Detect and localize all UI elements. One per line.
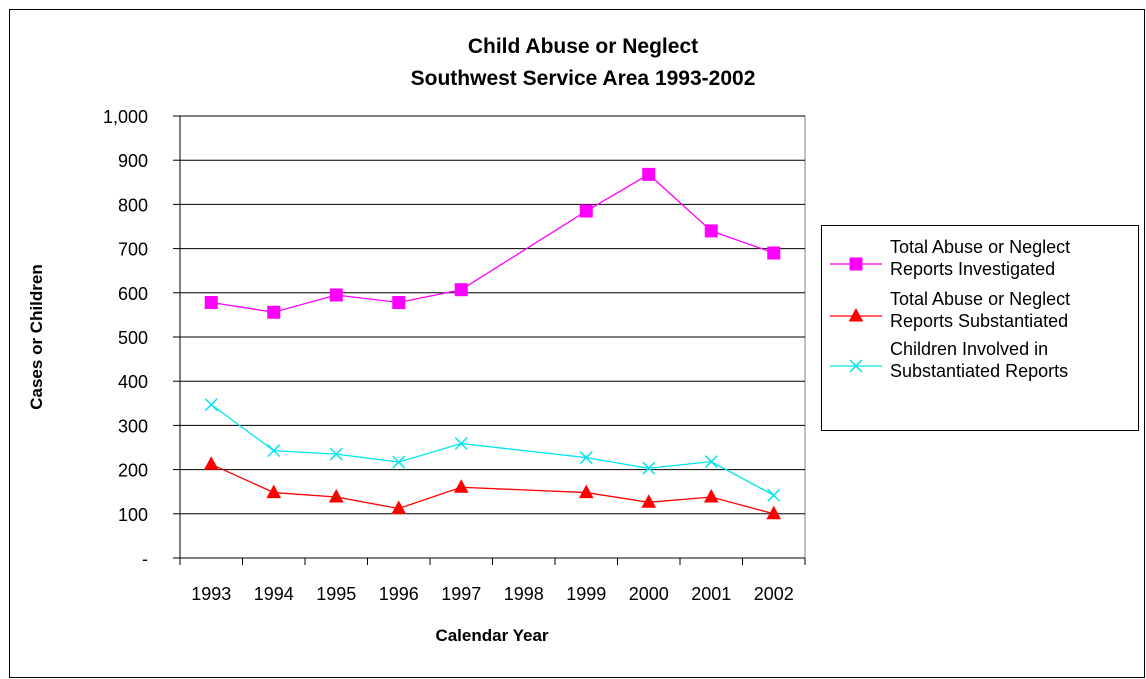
data-point [203, 456, 219, 470]
series-1 [204, 167, 781, 319]
legend-label: Substantiated Reports [890, 361, 1068, 381]
x-axis-title: Calendar Year [435, 626, 548, 645]
x-tick-label: 1995 [316, 584, 356, 604]
data-point [392, 455, 406, 469]
legend-box [821, 225, 1139, 431]
x-tick-label: 1996 [379, 584, 419, 604]
data-point [204, 296, 218, 310]
y-tick-label: 1,000 [103, 107, 148, 127]
legend-marker [849, 257, 863, 271]
legend-marker [849, 359, 863, 373]
legend-label: Total Abuse or Neglect [890, 289, 1070, 309]
data-point [579, 451, 593, 465]
legend-marker [848, 307, 864, 322]
x-tick-label: 1994 [254, 584, 294, 604]
data-point [766, 505, 782, 520]
data-point [328, 488, 344, 503]
y-tick-label: 400 [118, 372, 148, 392]
x-tick-label: 1998 [504, 584, 544, 604]
y-axis-title: Cases or Children [27, 264, 46, 410]
data-point [204, 398, 218, 412]
data-point [391, 500, 407, 514]
legend-label: Reports Investigated [890, 259, 1055, 279]
y-tick-label: 100 [118, 505, 148, 525]
y-tick-label: 300 [118, 416, 148, 436]
data-point [267, 305, 281, 319]
data-point [641, 494, 657, 508]
y-tick-label: 600 [118, 284, 148, 304]
x-tick-label: 1993 [191, 584, 231, 604]
y-tick-label: 500 [118, 328, 148, 348]
y-tick-label: - [142, 549, 148, 569]
data-point [267, 444, 281, 458]
data-point [642, 167, 656, 181]
chart-subtitle: Southwest Service Area 1993-2002 [411, 67, 756, 90]
gridlines [180, 115, 805, 515]
x-tick-label: 2000 [629, 584, 669, 604]
data-point [579, 204, 593, 218]
data-point [266, 484, 282, 499]
series-3 [204, 398, 781, 502]
y-tick-label: 900 [118, 151, 148, 171]
data-point [704, 224, 718, 238]
x-tick-label: 1999 [566, 584, 606, 604]
data-point [392, 296, 406, 310]
data-point [454, 283, 468, 297]
legend-label: Reports Substantiated [890, 311, 1068, 331]
y-tick-label: 800 [118, 195, 148, 215]
data-point [329, 447, 343, 461]
legend-label: Total Abuse or Neglect [890, 237, 1070, 257]
y-tick-label: 700 [118, 240, 148, 260]
data-point [454, 436, 468, 451]
data-point [704, 455, 718, 469]
data-point [329, 288, 343, 302]
legend-label: Children Involved in [890, 339, 1048, 359]
data-point [578, 484, 594, 499]
x-axis-ticks: 1993 1994 1995 1996 1997 1998 1999 2000 2001 2002 [179, 558, 806, 604]
chart-title: Child Abuse or Neglect [468, 35, 698, 58]
data-point [453, 479, 469, 493]
data-point [703, 488, 719, 503]
series-layer [203, 167, 782, 520]
x-tick-label: 1997 [441, 584, 481, 604]
y-axis-ticks: - 100 200 300 400 500 600 700 800 900 1,000 [103, 107, 180, 569]
x-tick-label: 2002 [754, 584, 794, 604]
data-point [767, 488, 781, 502]
series-2 [203, 456, 782, 520]
y-tick-label: 200 [118, 461, 148, 481]
x-tick-label: 2001 [691, 584, 731, 604]
data-point [642, 461, 656, 475]
data-point [767, 246, 781, 260]
